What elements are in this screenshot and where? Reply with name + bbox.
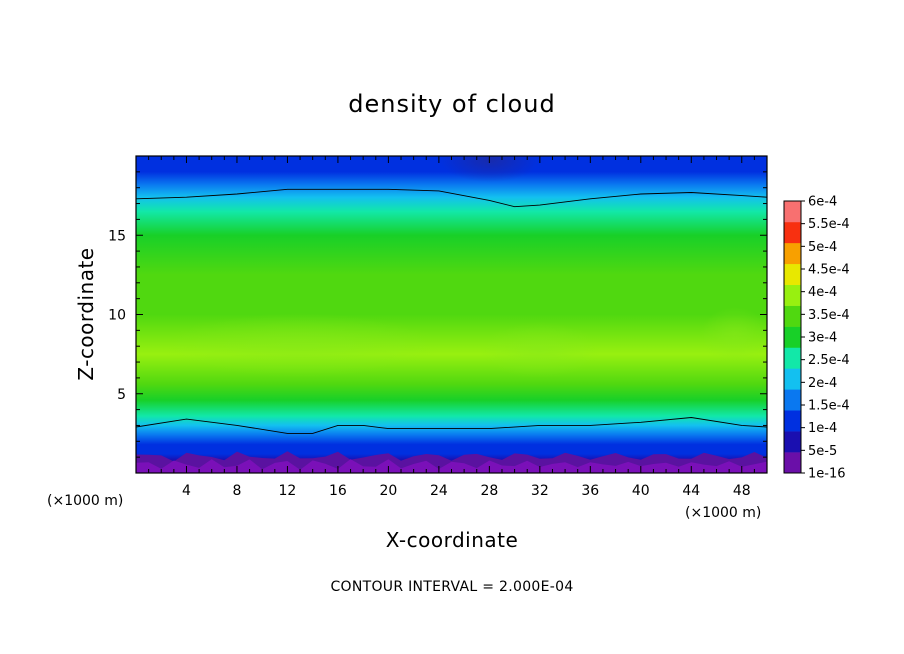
field-low-region [440,156,540,182]
colorbar-swatch [784,221,801,244]
colorbar-label: 5e-5 [808,444,837,459]
x-tick-label: 48 [733,483,751,499]
colorbar-label: 4.5e-4 [808,263,850,278]
x-tick-label: 16 [329,483,347,499]
colorbar-swatch [784,284,801,306]
colorbar-swatch [784,305,801,327]
colorbar-label: 5e-4 [808,240,837,255]
x-tick-label: 28 [480,483,498,499]
contour-lines [136,188,767,434]
colorbar-label: 3e-4 [808,331,837,346]
colorbar-label: 2.5e-4 [808,353,850,368]
x-tick-label: 24 [430,483,448,499]
x-tick-label: 4 [182,483,191,499]
plot-area [136,156,767,473]
colorbar-swatch [784,452,801,474]
x-tick-label: 20 [379,483,397,499]
x-axis: 4 8 12 16 20 24 28 32 36 40 44 48 [148,156,755,499]
x-tick-label: 8 [232,483,241,499]
colorbar-swatch [784,326,801,348]
colorbar-swatch [784,431,801,453]
contour-line-1 [136,188,767,208]
colorbar-label: 5.5e-4 [808,217,850,232]
x-tick-label: 44 [682,483,700,499]
colorbar-swatch [784,410,801,432]
colorbar-swatch [784,263,801,285]
x-unit-right: (×1000 m) [685,505,761,521]
colorbar-label: 1e-4 [808,421,837,436]
colorbar-label: 2e-4 [808,376,837,391]
contour-interval-label: CONTOUR INTERVAL = 2.000E-04 [330,579,573,595]
colorbar-swatch [784,368,801,390]
field-high-region [480,322,600,378]
colorbar-swatch [784,242,801,265]
colorbar-label: 3.5e-4 [808,308,850,323]
colorbar: 1e-16 5e-5 1e-4 1.5e-4 2e-4 2.5e-4 3e-4 3.5e-4 4… [783,195,850,482]
x-tick-label: 40 [632,483,650,499]
x-tick-label: 36 [581,483,599,499]
y-tick-label: 10 [108,308,126,324]
field-high-region [160,313,440,377]
colorbar-label: 4e-4 [808,285,837,300]
contour-line-2 [136,417,767,434]
y-tick-label: 15 [108,228,126,244]
y-axis-label: Z-coordinate [74,247,98,380]
x-tick-label: 32 [531,483,549,499]
density-field [136,156,767,473]
colorbar-label: 6e-4 [808,195,837,210]
x-axis-label: X-coordinate [386,528,519,552]
field-high-region [700,307,767,363]
surface-layer [136,451,767,473]
colorbar-swatch [784,389,801,411]
surface-layer-base [136,459,767,473]
colorbar-label: 1.5e-4 [808,399,850,414]
x-unit-left: (×1000 m) [47,493,123,509]
colorbar-label: 1e-16 [808,467,846,482]
x-tick-label: 12 [279,483,297,499]
colorbar-swatch [784,201,801,223]
y-tick-label: 5 [117,387,126,403]
colorbar-swatch [784,347,801,369]
chart-title: density of cloud [348,90,555,118]
y-axis: 5 10 15 [108,171,767,458]
